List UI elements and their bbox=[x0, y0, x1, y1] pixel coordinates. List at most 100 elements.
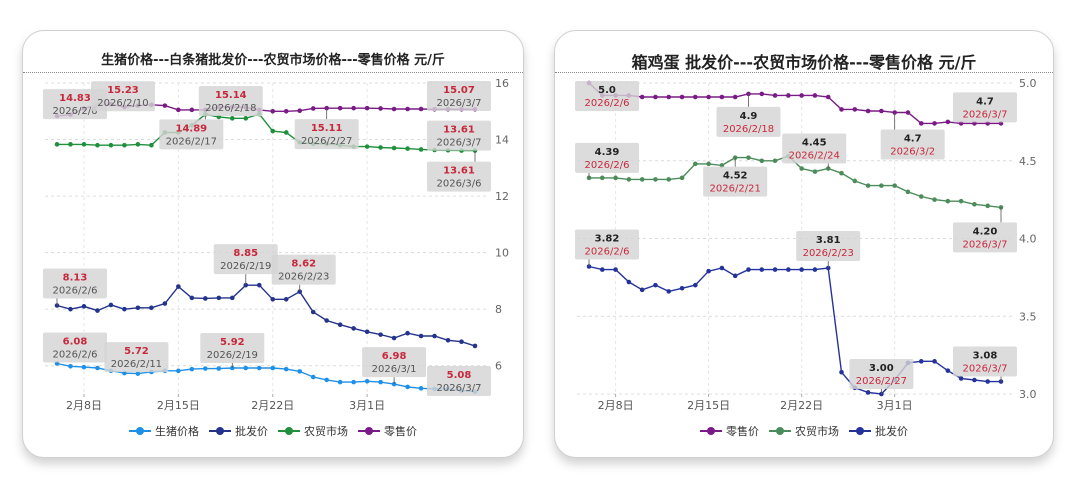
legend-item-farmers-market[interactable]: 农贸市场 bbox=[769, 423, 839, 439]
data-point bbox=[746, 155, 751, 160]
legend-item-wholesale[interactable]: 批发价 bbox=[209, 423, 268, 439]
data-point bbox=[599, 175, 605, 181]
legend-item-live-hog[interactable]: 生猪价格 bbox=[129, 423, 199, 439]
data-point bbox=[391, 145, 397, 151]
annotation-box bbox=[880, 129, 945, 160]
data-point bbox=[229, 116, 235, 121]
annotation-date: 2026/3/7 bbox=[963, 364, 1008, 375]
legend-item-farmers-market[interactable]: 农贸市场 bbox=[278, 423, 348, 439]
annotation-value: 3.82 bbox=[595, 233, 620, 244]
data-point bbox=[799, 93, 804, 98]
legend-item-retail[interactable]: 零售价 bbox=[700, 423, 759, 439]
data-point bbox=[297, 369, 303, 374]
data-point bbox=[732, 94, 738, 100]
data-point bbox=[445, 337, 451, 343]
data-point bbox=[54, 142, 60, 147]
data-annotation: 8.13 2026/2/6 bbox=[43, 268, 107, 306]
legend-marker-icon bbox=[700, 426, 722, 436]
data-point bbox=[337, 322, 343, 328]
data-point bbox=[639, 177, 645, 182]
annotation-value: 3.00 bbox=[869, 363, 894, 374]
data-point bbox=[918, 194, 924, 199]
data-point bbox=[626, 279, 632, 285]
data-point bbox=[418, 386, 424, 391]
annotation-box bbox=[703, 166, 768, 197]
annotation-value: 6.98 bbox=[382, 351, 407, 362]
data-point bbox=[825, 94, 831, 100]
data-annotation: 8.85 2026/2/19 bbox=[213, 244, 278, 286]
data-point bbox=[378, 106, 383, 111]
annotation-date: 2026/2/11 bbox=[111, 359, 162, 370]
annotation-value: 5.0 bbox=[598, 85, 616, 96]
data-point bbox=[216, 295, 222, 301]
annotation-box bbox=[427, 120, 491, 151]
pork-price-chart-card: 生猪价格---白条猪批发价---农贸市场价格---零售价格 元/斤 6 8 10 12… bbox=[22, 30, 524, 458]
data-annotation: 13.61 2026/3/6 bbox=[427, 150, 491, 192]
data-point bbox=[985, 203, 991, 209]
data-point bbox=[162, 301, 168, 306]
data-point bbox=[122, 306, 127, 312]
annotation-value: 15.14 bbox=[215, 90, 247, 101]
data-point bbox=[772, 158, 778, 164]
legend-item-wholesale[interactable]: 批发价 bbox=[849, 423, 908, 439]
data-point bbox=[759, 267, 765, 272]
annotation-value: 3.08 bbox=[973, 351, 998, 362]
data-point bbox=[108, 142, 114, 148]
annotation-value: 15.23 bbox=[107, 85, 139, 96]
data-point bbox=[985, 379, 991, 384]
annotation-date: 2026/2/6 bbox=[53, 349, 98, 360]
annotation-box bbox=[953, 346, 1017, 377]
legend-item-retail[interactable]: 零售价 bbox=[358, 423, 417, 439]
data-annotation: 5.72 2026/2/11 bbox=[104, 342, 169, 374]
data-point bbox=[405, 106, 410, 112]
annotation-date: 2026/2/24 bbox=[789, 151, 840, 162]
y-tick-label: 14 bbox=[495, 134, 509, 147]
data-point bbox=[472, 343, 478, 349]
data-point bbox=[283, 108, 289, 114]
legend-label: 生猪价格 bbox=[155, 425, 199, 438]
series-line-0 bbox=[588, 82, 1001, 125]
annotation-value: 14.83 bbox=[59, 93, 91, 104]
data-point bbox=[122, 142, 127, 148]
data-point bbox=[786, 93, 791, 98]
annotation-date: 2026/2/6 bbox=[585, 246, 630, 257]
y-tick-label: 3.0 bbox=[1019, 388, 1037, 401]
annotation-date: 2026/2/10 bbox=[97, 98, 148, 109]
data-point bbox=[189, 295, 195, 301]
annotation-box bbox=[575, 229, 639, 260]
data-point bbox=[256, 365, 262, 371]
data-point bbox=[149, 142, 154, 148]
data-point bbox=[613, 267, 618, 272]
annotation-date: 2026/2/6 bbox=[53, 286, 98, 297]
data-annotation: 3.82 2026/2/6 bbox=[575, 229, 639, 267]
annotation-date: 2026/2/19 bbox=[207, 350, 258, 361]
data-point bbox=[270, 365, 276, 371]
annotation-value: 4.39 bbox=[595, 147, 620, 158]
data-point bbox=[283, 130, 289, 135]
data-annotation: 4.20 2026/3/7 bbox=[953, 207, 1017, 253]
data-point bbox=[95, 308, 100, 313]
annotation-date: 2026/2/6 bbox=[585, 98, 630, 109]
data-point bbox=[905, 110, 911, 115]
data-annotation: 6.98 2026/3/1 bbox=[362, 347, 427, 385]
data-point bbox=[405, 146, 410, 151]
annotation-box bbox=[159, 119, 224, 150]
legend-marker-icon bbox=[358, 426, 380, 436]
annotation-date: 2026/2/27 bbox=[301, 136, 352, 147]
data-point bbox=[839, 107, 844, 112]
data-point bbox=[892, 183, 897, 188]
y-tick-label: 16 bbox=[495, 77, 509, 90]
data-point bbox=[81, 364, 87, 370]
annotation-box bbox=[213, 244, 278, 275]
legend-marker-icon bbox=[278, 426, 300, 436]
legend-label: 农贸市场 bbox=[304, 425, 348, 438]
data-point bbox=[918, 359, 924, 364]
annotation-box bbox=[575, 142, 639, 173]
data-point bbox=[229, 295, 235, 301]
pork-price-plot: 6 8 10 12 14 16 2月8日 2月15日 2月22日 3月1日 14.83 2026/2/… bbox=[43, 77, 509, 412]
chart-legend: 生猪价格 批发价 农贸市场 零售价 bbox=[23, 423, 523, 439]
annotation-box bbox=[427, 366, 491, 396]
data-point bbox=[972, 377, 977, 383]
annotation-date: 2026/3/6 bbox=[437, 179, 482, 190]
data-point bbox=[364, 378, 370, 384]
